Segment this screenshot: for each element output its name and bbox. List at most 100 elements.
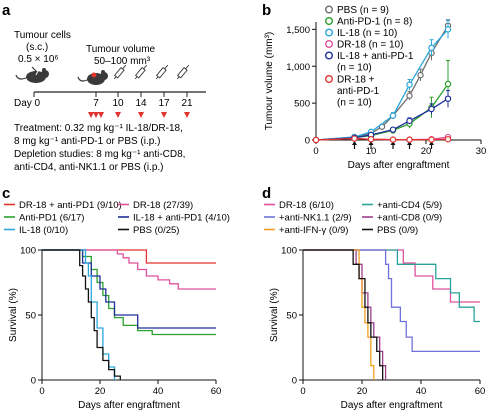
legend-label: +anti-CD8 (0/9) [377,213,442,224]
syringe-icon [176,64,190,80]
x-axis-label: Days after engraftment [78,400,180,411]
data-point [444,80,452,88]
chart-d: 0 20 40 60 0 50 100 Days after engraftment Survi… [264,200,485,411]
survival-curve [303,249,387,380]
sc-label: (s.c.) [26,42,48,53]
y-tick-label: 100 [20,246,36,257]
x-tick-label: 0 [300,386,305,397]
legend-label: IL-18 (n = 10) [337,28,397,39]
y-tick-label: 0 [305,136,310,147]
legend-marker [325,17,334,26]
data-point [367,136,375,143]
treatment-line: anti-CD4, anti-NK1.1 or PBS (i.p.) [14,162,164,173]
legend-marker [325,51,334,60]
legend-label: PBS (0/9) [377,225,418,236]
timeline-day-label: 14 [135,98,147,109]
data-point [389,136,397,143]
x-tick-label: 60 [211,386,222,397]
legend-label: DR-18 + anti-PD1 (9/10) [19,200,122,211]
legend-label: anti-PD-1 [337,86,380,97]
legend-marker [325,5,334,14]
survival-curve [42,249,216,290]
survival-curve [303,249,384,380]
data-point [444,95,452,102]
x-tick-label: 60 [475,386,486,397]
treatment-arrowhead [368,141,374,145]
legend-label: IL-18 + anti-PD-1 [337,51,414,62]
y-tick-label: 500 [294,99,310,110]
timeline-day0-label: Day 0 [14,98,41,109]
legend-label: +anti-CD4 (5/9) [377,200,442,211]
data-point [312,136,320,144]
x-axis-label: Days after engraftment [348,160,450,171]
timeline-day-label: 17 [158,98,170,109]
x-axis-label: Days after engraftment [341,400,443,411]
y-tick-label: 0 [31,376,36,387]
x-tick-label: 0 [39,386,44,397]
data-point [417,71,424,79]
panel-a: a Tumour cells (s.c.) 0.5 × 10⁶ Tumour v… [2,2,206,173]
syringe-icon [134,64,148,80]
data-point [389,126,397,133]
legend-label: (n = 10) [337,63,372,74]
data-point [351,135,358,142]
legend-label: PBS (0/25) [133,225,179,236]
series-line [315,98,449,141]
panel-b-letter: b [262,2,271,19]
y-tick-label: 100 [281,246,297,257]
survival-curve [42,249,121,380]
data-point [389,112,397,119]
treatment-arrowhead [429,141,434,145]
x-tick-label: 20 [95,386,106,397]
treatment-arrowhead [352,141,357,145]
legend-label: DR-18 (6/10) [279,200,334,211]
volume-range-label: 50–100 mm³ [94,56,151,67]
panel-d-letter: d [262,185,271,202]
cell-dose-label: 0.5 × 10⁶ [18,54,59,65]
legend-label: DR-18 (27/39) [133,200,193,211]
legend-label: IL-18 (0/10) [19,225,68,236]
y-axis-label: Survival (%) [269,288,280,342]
legend-label: Anti-PD1 (6/17) [19,213,84,224]
survival-curve [303,249,480,303]
x-tick-label: 0 [313,146,318,157]
treatment-arrowhead [390,141,396,145]
panel-c-letter: c [2,185,10,202]
survival-curve [303,249,480,353]
survival-curve [42,249,216,329]
injection-arrows [88,112,190,118]
legend-label: DR-18 (n = 10) [337,40,403,51]
syringe-icon [155,64,169,80]
legend-label: (n = 10) [337,98,372,109]
treatment-line: Treatment: 0.32 mg kg⁻¹ IL-18/DR-18, [14,123,183,134]
data-point [428,105,435,113]
treatment-line: Depletion studies: 8 mg kg⁻¹ anti-CD8, [14,149,185,160]
treatment-arrowhead [407,141,412,145]
chart-c: 0 20 40 60 0 50 100 Days after engraftment Survi… [4,200,230,411]
panel-a-letter: a [2,2,11,19]
timeline-day-label: 21 [181,98,193,109]
y-tick-label: 50 [25,311,36,322]
y-axis-label: Survival (%) [8,288,19,342]
mouse-icon [77,70,108,85]
data-point [444,136,452,143]
x-tick-label: 10 [366,146,377,157]
y-tick-label: 1,000 [286,62,310,73]
data-point [406,81,413,88]
syringe-icon [113,64,127,80]
survival-curve [303,249,375,380]
legend-label: DR-18 + [337,75,375,86]
data-point [406,136,413,143]
legend-label: +anti-IFN-γ (0/9) [279,225,348,236]
x-tick-label: 20 [357,386,368,397]
x-tick-label: 40 [153,386,164,397]
y-tick-label: 0 [292,376,297,387]
legend-label: Anti-PD-1 (n = 8) [337,17,412,28]
legend-marker [325,40,334,49]
legend-label: IL-18 + anti-PD1 (4/10) [133,213,230,224]
x-tick-label: 20 [421,146,432,157]
legend-marker [325,28,334,37]
legend-label: +anti-NK1.1 (2/9) [279,213,352,224]
